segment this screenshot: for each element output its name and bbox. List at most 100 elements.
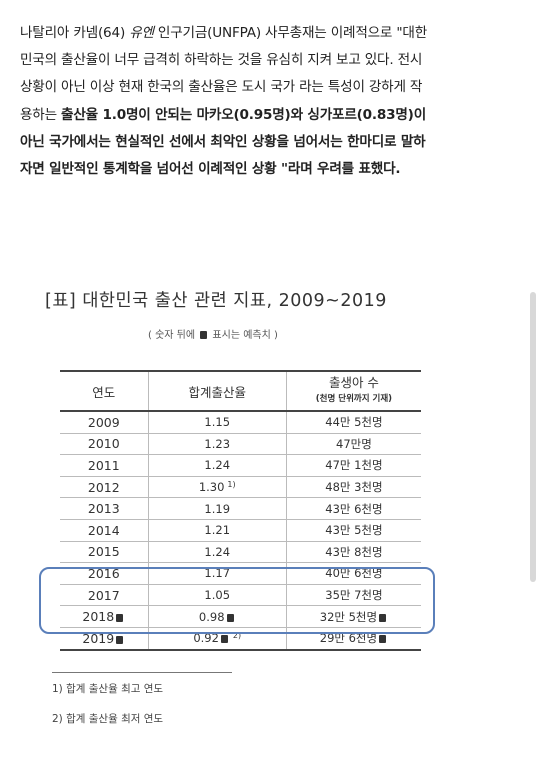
table-row: 2014 1.21 43만 5천명 — [60, 519, 421, 542]
cell-births: 43만 5천명 — [285, 519, 421, 542]
cell-year-text: 2018 — [82, 609, 115, 625]
cell-births-text: 29만 6천명 — [319, 631, 378, 646]
cell-tfr: 1.24 — [147, 454, 287, 477]
paragraph-line-1: 나탈리아 카넴(64) 유엔 인구기금(UNFPA) 사무총재는 이례적으로 "… — [20, 20, 490, 47]
cell-births: 48만 3천명 — [285, 476, 421, 499]
cell-births: 43만 8천명 — [285, 541, 421, 564]
cell-births-text: 48만 3천명 — [325, 480, 383, 495]
cell-births-text: 40만 6천명 — [325, 566, 383, 581]
footnote-2: 2) 합계 출산율 최저 연도 — [52, 713, 164, 725]
cell-tfr: 1.21 — [147, 519, 287, 542]
cell-year: 2014 — [60, 519, 149, 542]
scrollbar[interactable] — [530, 292, 536, 582]
header-births-label: 출생아 수 — [328, 375, 379, 390]
cell-tfr: 1.23 — [147, 433, 287, 456]
cell-tfr-text: 1.19 — [204, 501, 231, 516]
cell-tfr-text: 0.92 — [193, 631, 219, 646]
cell-births-text: 32만 5천명 — [319, 609, 378, 624]
paragraph-text: 나탈리아 카넴(64) — [20, 25, 130, 41]
cell-tfr-text: 1.15 — [204, 415, 231, 430]
cell-year: 2009 — [60, 411, 149, 434]
table-row: 2017 1.05 35만 7천명 — [60, 584, 421, 607]
footnote-ref: 1) — [227, 480, 236, 490]
cell-births: 35만 7천명 — [285, 584, 421, 607]
cell-year-text: 2010 — [87, 436, 120, 452]
cell-tfr: 1.05 — [147, 584, 287, 607]
cell-births-text: 47만명 — [336, 436, 372, 451]
cell-tfr-text: 1.21 — [204, 523, 231, 538]
cell-year: 2017 — [60, 584, 149, 607]
paragraph-line-5: 아닌 국가에서는 현실적인 선에서 최악인 상황을 넘어서는 한마디로 말하 — [20, 133, 426, 150]
header-births: 출생아 수 (천명 단위까지 기재) — [285, 371, 421, 411]
cell-tfr-text: 1.24 — [204, 544, 231, 559]
cell-year: 2010 — [60, 433, 149, 456]
cell-births: 44만 5천명 — [285, 411, 421, 434]
cell-tfr: 1.30 1) — [147, 476, 287, 499]
cell-births: 43만 6천명 — [285, 497, 421, 520]
estimate-note-suffix: 표시는 예측치 ) — [209, 330, 278, 341]
cell-tfr: 0.98 — [147, 605, 287, 628]
table-row: 2018 0.98 32만 5천명 — [60, 605, 421, 628]
cell-tfr-text: 1.30 — [198, 480, 225, 495]
estimate-note: ( 숫자 뒤에 표시는 예측치 ) — [148, 326, 278, 341]
cell-year-text: 2009 — [87, 414, 120, 430]
table-row: 2015 1.24 43만 8천명 — [60, 541, 421, 564]
cell-births-text: 35만 7천명 — [325, 588, 383, 603]
table-title: [표] 대한민국 출산 관련 지표, 2009~2019 — [45, 291, 387, 311]
paragraph-line-6: 자면 일반적인 통계학을 넘어선 이례적인 상황 "라며 우려를 표했다. — [20, 161, 401, 178]
article-paragraph: 나탈리아 카넴(64) 유엔 인구기금(UNFPA) 사무총재는 이례적으로 "… — [20, 20, 490, 183]
cell-year-text: 2012 — [87, 479, 120, 495]
cell-year-text: 2019 — [82, 630, 115, 646]
cell-year: 2015 — [60, 541, 149, 564]
cell-tfr-text: 1.05 — [204, 588, 231, 603]
footnote-1: 1) 합계 출산율 최고 연도 — [52, 683, 164, 695]
highlight-box — [39, 567, 435, 634]
header-births-sub: (천명 단위까지 기재) — [315, 394, 393, 404]
cell-births: 47만명 — [285, 433, 421, 456]
cell-births-text: 47만 1천명 — [325, 458, 383, 473]
cell-year: 2012 — [60, 476, 149, 499]
cell-year-text: 2016 — [87, 565, 120, 581]
cell-year-text: 2017 — [87, 587, 120, 603]
cell-births-text: 43만 5천명 — [325, 523, 383, 538]
paragraph-text-italic: 유엔 — [129, 25, 154, 41]
estimate-marker-icon — [226, 613, 234, 622]
paragraph-line-4: 용하는 출산율 1.0명이 안되는 마카오(0.95명)와 싱가포르(0.83명… — [20, 102, 490, 129]
cell-births-text: 44만 5천명 — [325, 415, 383, 430]
paragraph-text: 용하는 — [20, 106, 62, 123]
cell-births-text: 43만 6천명 — [325, 501, 383, 516]
cell-births: 32만 5천명 — [285, 605, 421, 628]
table-header-row: 연도 합계출산율 출생아 수 (천명 단위까지 기재) — [60, 371, 421, 411]
cell-tfr-text: 1.23 — [204, 436, 231, 451]
footnote-ref: 2) — [232, 631, 242, 641]
cell-births-text: 43만 8천명 — [325, 544, 383, 559]
cell-tfr: 1.19 — [147, 497, 287, 520]
cell-tfr: 1.15 — [147, 411, 287, 434]
estimate-note-prefix: ( 숫자 뒤에 — [148, 330, 199, 341]
cell-births: 47만 1천명 — [285, 454, 421, 477]
cell-year-text: 2013 — [87, 501, 120, 517]
table-row: 2010 1.23 47만명 — [60, 433, 421, 456]
cell-tfr-text: 1.17 — [204, 566, 231, 581]
cell-year: 2011 — [60, 454, 149, 477]
estimate-marker-icon — [116, 635, 124, 644]
cell-year: 2018 — [60, 605, 149, 628]
header-year: 연도 — [92, 384, 116, 400]
table-row: 2009 1.15 44만 5천명 — [60, 411, 421, 434]
estimate-marker-icon — [200, 331, 208, 339]
table-row: 2011 1.24 47만 1천명 — [60, 454, 421, 477]
paragraph-text-bold: 출산율 1.0명이 안되는 마카오(0.95명)와 싱가포르(0.83명)이 — [61, 106, 427, 123]
paragraph-line-3: 상황이 아닌 이상 현재 한국의 출산율은 도시 국가 라는 특성이 강하게 작 — [20, 79, 423, 96]
paragraph-line-2: 민국의 출산율이 너무 급격히 하락하는 것을 유심히 지켜 보고 있다. 전시 — [20, 52, 423, 69]
cell-tfr-text: 1.24 — [204, 458, 231, 473]
estimate-marker-icon — [220, 635, 228, 644]
cell-year-text: 2015 — [87, 544, 120, 560]
cell-year-text: 2014 — [87, 522, 120, 538]
cell-tfr: 1.24 — [147, 541, 287, 564]
estimate-marker-icon — [379, 635, 387, 644]
cell-year-text: 2011 — [87, 457, 120, 473]
estimate-marker-icon — [379, 613, 387, 622]
paragraph-text: 인구기금(UNFPA) 사무총재는 이례적으로 "대한 — [153, 25, 428, 41]
header-tfr: 합계출산율 — [147, 371, 287, 411]
table-row: 2013 1.19 43만 6천명 — [60, 497, 421, 520]
